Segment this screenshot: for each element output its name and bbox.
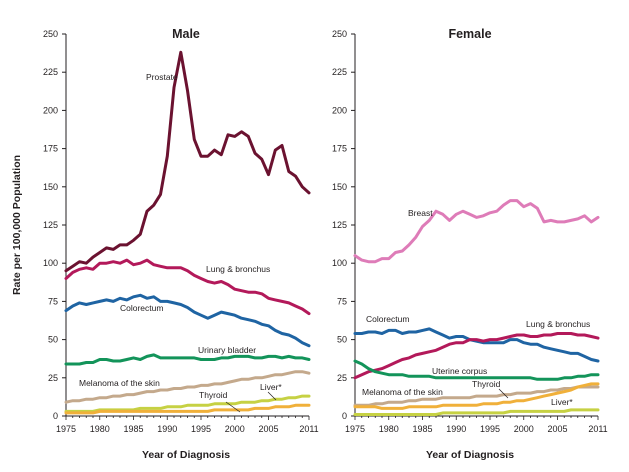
panel-male-x-tick-label: 2000 [225, 424, 245, 434]
panel-male-y-tick-label: 100 [43, 258, 58, 268]
panel-female-x-tick-label: 1995 [480, 424, 500, 434]
panel-female-label-lung-bronchus: Lung & bronchus [526, 319, 590, 329]
panel-male-y-tick-label: 150 [43, 182, 58, 192]
panel-male-y-tick-label: 25 [48, 373, 58, 383]
panel-male-y-tick-label: 50 [48, 335, 58, 345]
panel-female-y-tick-label: 0 [342, 411, 347, 421]
panel-male-x-tick-label: 1985 [123, 424, 143, 434]
panel-female-y-tick-label: 50 [337, 335, 347, 345]
panel-male-label-colorectum: Colorectum [120, 303, 163, 313]
panel-male-series-melanoma-of-the-skin [64, 370, 311, 404]
panel-male-y-tick-label: 200 [43, 105, 58, 115]
panel-male-x-axis-title: Year of Diagnosis [142, 449, 230, 461]
panel-male-y-tick-label: 0 [53, 411, 58, 421]
panel-female-label-breast: Breast [408, 208, 433, 218]
panel-male-leader-thyroid [225, 401, 241, 413]
panel-female-series-thyroid [353, 382, 600, 410]
panel-male-series-prostate [64, 50, 311, 273]
panel-female-y-tick-label: 150 [332, 182, 347, 192]
panel-female-y-tick-label: 175 [332, 144, 347, 154]
panel-male-leader-liver [267, 391, 277, 401]
panel-female-x-tick-label: 2000 [514, 424, 534, 434]
panel-male-series-lung-bronchus [64, 258, 311, 316]
panel-male-label-lung-bronchus: Lung & bronchus [206, 264, 270, 274]
panel-female-y-tick-label: 200 [332, 105, 347, 115]
panel-male-label-urinary-bladder: Urinary bladder [198, 345, 256, 355]
panel-female-label-uterine-corpus: Uterine corpus [432, 366, 487, 376]
panel-male-series-colorectum [64, 293, 311, 348]
panel-male-series-thyroid [64, 403, 311, 415]
panel-female-series-lung-bronchus [353, 332, 600, 380]
panel-male-y-tick-label: 250 [43, 29, 58, 39]
panel-female-label-melanoma-of-the-skin: Melanoma of the skin [362, 387, 443, 397]
panel-female-x-tick-label: 1975 [345, 424, 365, 434]
panel-female-label-liver: Liver* [551, 397, 573, 407]
panel-female-y-tick-label: 25 [337, 373, 347, 383]
panel-female-series-breast [353, 199, 600, 264]
panel-female-x-axis-title: Year of Diagnosis [426, 449, 514, 461]
panel-female-label-colorectum: Colorectum [366, 314, 409, 324]
panel-male-y-tick-label: 225 [43, 67, 58, 77]
panel-female-x-tick-label: 2005 [547, 424, 567, 434]
panel-female-title: Female [448, 27, 491, 41]
panel-female-x-tick-label: 1985 [412, 424, 432, 434]
panel-female-y-tick-label: 125 [332, 220, 347, 230]
panel-female-x-tick-label: 1990 [446, 424, 466, 434]
panel-male-title: Male [172, 27, 200, 41]
panel-male-x-tick-label: 1975 [56, 424, 76, 434]
panel-female-x-tick-label: 1980 [379, 424, 399, 434]
panel-male-y-tick-label: 175 [43, 144, 58, 154]
panel-male-x-tick-label: 1990 [157, 424, 177, 434]
panel-female-y-tick-label: 75 [337, 296, 347, 306]
panel-male-x-tick-label: 2011 [299, 424, 318, 434]
panel-male-series-urinary-bladder [64, 353, 311, 366]
panel-female-series-melanoma-of-the-skin [353, 385, 600, 407]
panel-female-y-tick-label: 225 [332, 67, 347, 77]
panel-male-y-tick-label: 125 [43, 220, 58, 230]
panel-female-leader-thyroid [498, 388, 509, 399]
panel-male-label-melanoma-of-the-skin: Melanoma of the skin [79, 378, 160, 388]
panel-male-label-liver: Liver* [260, 382, 282, 392]
panel-female-label-thyroid: Thyroid [472, 379, 501, 389]
panel-male-x-tick-label: 2005 [258, 424, 278, 434]
panel-female-series-uterine-corpus [353, 359, 600, 381]
panel-male-y-tick-label: 75 [48, 296, 58, 306]
y-axis-title: Rate per 100,000 Population [11, 155, 23, 295]
panel-male-x-tick-label: 1995 [191, 424, 211, 434]
panel-female-series-liver [353, 408, 600, 416]
panel-female-x-tick-label: 2011 [588, 424, 607, 434]
panel-female-y-tick-label: 250 [332, 29, 347, 39]
panel-male-x-tick-label: 1980 [90, 424, 110, 434]
panel-male-label-prostate: Prostate [146, 72, 178, 82]
panel-male-label-thyroid: Thyroid [199, 390, 228, 400]
panel-female-y-tick-label: 100 [332, 258, 347, 268]
